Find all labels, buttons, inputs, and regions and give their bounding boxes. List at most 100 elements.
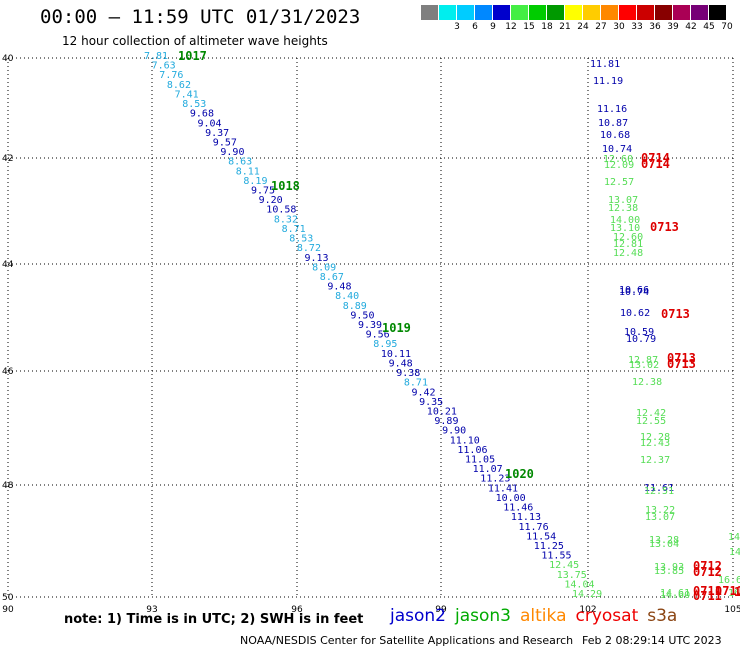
wave-height-value: 9.04 — [198, 118, 222, 129]
wave-height-value: 13.93 — [654, 562, 684, 573]
color-scale-label: 21 — [559, 22, 571, 32]
color-scale-label: 24 — [577, 22, 589, 32]
wave-height-value: 12.38 — [608, 203, 638, 214]
wave-height-value: 13.04 — [649, 539, 679, 550]
map-subtitle: 12 hour collection of altimeter wave hei… — [62, 34, 328, 48]
footer-timestamp: Feb 2 08:29:14 UTC 2023 — [582, 634, 722, 647]
wave-height-value: 9.35 — [419, 397, 443, 408]
wave-height-value: 11.23 — [480, 474, 510, 485]
color-scale-label: 27 — [595, 22, 607, 32]
wave-height-value: 10.00 — [496, 493, 526, 504]
wave-height-value: 12.57 — [604, 177, 634, 188]
wave-height-value: 8.72 — [297, 243, 321, 254]
color-scale-label: 39 — [667, 22, 679, 32]
wave-height-value: 13.28 — [649, 535, 679, 546]
wave-height-value: 11.61 — [644, 483, 674, 494]
wave-height-value: 11.13 — [511, 512, 541, 523]
wave-height-value: 10.74 — [619, 287, 649, 298]
pass-time-label: 14 — [734, 585, 740, 599]
wave-height-value: 13.85 — [654, 566, 684, 577]
axis-labels: 40 42 44 46 48 50 90 93 96 99 102 105 — [2, 54, 740, 615]
wave-height-value: 11.16 — [597, 104, 627, 115]
latitude-label: 44 — [2, 260, 14, 270]
lat-lon-grid — [7, 57, 734, 598]
wave-height-value: 9.39 — [358, 320, 382, 331]
wave-height-value: 12.51 — [644, 486, 674, 497]
wave-height-value: 11.54 — [526, 531, 556, 542]
color-swatch — [619, 5, 636, 20]
color-scale-label: 30 — [613, 22, 625, 32]
color-scale-label: 9 — [490, 22, 496, 32]
color-scale-label: 3 — [454, 22, 460, 32]
color-swatch — [457, 5, 474, 20]
wave-height-value: 7.76 — [159, 70, 183, 81]
wave-height-value: 16.6 — [718, 575, 740, 586]
wave-height-value: 11.06 — [457, 445, 487, 456]
wave-height-value: 10.58 — [266, 205, 296, 216]
wave-height-value: 12.48 — [613, 248, 643, 259]
pass-time-label: 0713 — [661, 307, 690, 321]
color-swatch — [511, 5, 528, 20]
color-swatch — [583, 5, 600, 20]
footer-credit: NOAA/NESDIS Center for Satellite Applica… — [240, 634, 574, 647]
wave-height-value: 12.45 — [549, 560, 579, 571]
longitude-label: 90 — [2, 605, 14, 615]
color-scale-label: 12 — [505, 22, 517, 32]
wave-height-value: 14.61 — [660, 588, 690, 599]
satellite-name: cryosat — [575, 606, 639, 626]
color-swatch — [709, 5, 726, 20]
satellite-name: jason2 — [390, 606, 446, 626]
pass-time-label: 0711 — [715, 584, 740, 598]
wave-height-value: 8.89 — [343, 301, 367, 312]
color-swatch — [601, 5, 618, 20]
wave-height-value: 9.38 — [396, 368, 420, 379]
satellite-legend: jason2 jason3 altika cryosat s3a — [390, 606, 686, 626]
satellite-name: altika — [520, 606, 567, 626]
color-scale-label: 15 — [523, 22, 535, 32]
latitude-label: 50 — [2, 593, 14, 603]
wave-height-value: 8.40 — [335, 291, 359, 302]
wave-height-value: 8.09 — [312, 262, 336, 273]
latitude-label: 42 — [2, 154, 13, 164]
wave-height-value: 11.05 — [465, 455, 495, 466]
altimeter-track-east: 11.8111.1911.1610.8710.6810.7412.6012.09… — [590, 59, 740, 603]
color-scale-label: 42 — [685, 22, 697, 32]
wave-height-value: 8.11 — [236, 166, 260, 177]
wave-height-value: 11.07 — [473, 464, 503, 475]
wave-height-value: 11.76 — [519, 522, 549, 533]
wave-height-value: 11.46 — [503, 503, 533, 514]
wave-height-value: 14. — [728, 532, 740, 543]
longitude-label: 102 — [579, 605, 596, 615]
wave-height-value: 11.25 — [534, 541, 564, 552]
wave-height-value: 9.75 — [251, 186, 275, 197]
map-title: 00:00 – 11:59 UTC 01/31/2023 — [40, 6, 361, 28]
wave-height-value: 8.63 — [228, 157, 252, 168]
wave-height-value: 14.60 — [660, 590, 690, 601]
latitude-label: 48 — [2, 481, 14, 491]
pass-time-label: 0712 — [693, 559, 722, 573]
pass-time-label: 0714 — [641, 157, 670, 171]
pass-time-label: 0713 — [667, 357, 696, 371]
wave-height-value: 9.90 — [442, 426, 466, 437]
wave-height-value: 9.48 — [327, 282, 351, 293]
wave-height-value: 12.87 — [628, 355, 658, 366]
wave-height-value: 14.00 — [610, 215, 640, 226]
color-scale-label: 33 — [631, 22, 643, 32]
wave-height-value: 12.28 — [640, 432, 670, 443]
wave-height-value: 8.71 — [404, 378, 428, 389]
wave-height-value: 12.60 — [603, 154, 633, 165]
wave-height-value: 9.90 — [220, 147, 244, 158]
wave-height-value: 14.04 — [564, 579, 594, 590]
color-swatch — [637, 5, 654, 20]
wave-height-value: 12.42 — [636, 408, 666, 419]
color-scale-label: 45 — [703, 22, 715, 32]
wave-height-value: 11.55 — [541, 551, 571, 562]
pass-time-label: 0713 — [667, 351, 696, 365]
color-swatch — [421, 5, 438, 20]
color-swatch — [475, 5, 492, 20]
pass-time-label: 1019 — [382, 321, 411, 335]
wave-height-value: 9.42 — [412, 387, 436, 398]
color-swatch — [655, 5, 672, 20]
wave-height-value: 12.55 — [636, 416, 666, 427]
